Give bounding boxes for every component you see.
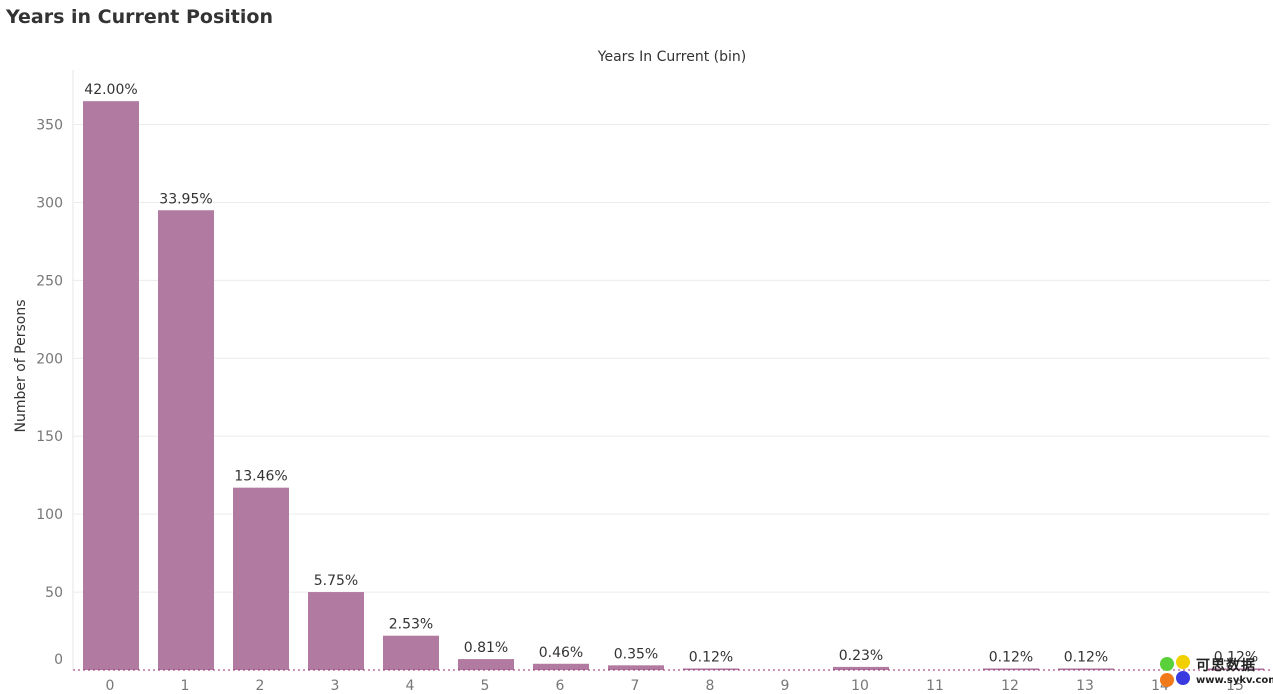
- y-axis-title: Number of Persons: [13, 300, 29, 433]
- x-axis-title: Years In Current (bin): [597, 49, 746, 65]
- x-tick-label: 1: [181, 678, 190, 694]
- bar-5: [458, 659, 514, 670]
- x-tick-label: 11: [926, 678, 944, 694]
- x-tick-label: 10: [851, 678, 869, 694]
- data-labels: 42.00% 33.95% 13.46% 5.75% 2.53% 0.81% 0.46% 0.…: [84, 82, 1258, 665]
- y-tick-labels: 0 50 100 150 200 250 300 350: [36, 118, 63, 668]
- x-tick-labels: 0 1 2 3 4 5 6 7 8 9 10 11 12 13 14 15: [106, 678, 1244, 694]
- data-label: 42.00%: [84, 82, 137, 98]
- chart-title: Years in Current Position: [6, 6, 273, 28]
- bar-2: [233, 487, 289, 670]
- bar-4: [383, 635, 439, 670]
- bar-6: [533, 663, 589, 670]
- bar-12: [983, 668, 1039, 670]
- bar-1: [158, 210, 214, 670]
- y-tick-label: 100: [36, 507, 63, 523]
- x-tick-label: 3: [331, 678, 340, 694]
- watermark-dot-orange: [1160, 673, 1174, 687]
- y-tick-label: 150: [36, 429, 63, 445]
- bar-3: [308, 592, 364, 670]
- bar-13: [1058, 668, 1114, 670]
- watermark-logo: 可思数据 www.sykv.com: [1158, 654, 1273, 690]
- x-tick-label: 15: [1226, 678, 1244, 694]
- y-tick-label: 350: [36, 118, 63, 134]
- data-label: 0.81%: [464, 640, 508, 656]
- watermark-url: www.sykv.com: [1196, 675, 1273, 686]
- bar-15: [1208, 668, 1264, 670]
- data-label: 0.12%: [1064, 649, 1108, 665]
- data-label: 0.12%: [989, 649, 1033, 665]
- x-tick-label: 13: [1076, 678, 1094, 694]
- x-tick-label: 5: [481, 678, 490, 694]
- watermark-text: 可思数据: [1196, 658, 1256, 674]
- gridlines: [73, 124, 1270, 593]
- data-label: 0.46%: [539, 645, 583, 661]
- y-tick-label: 50: [45, 585, 63, 601]
- y-tick-label: 0: [54, 652, 63, 668]
- data-label: 2.53%: [389, 617, 433, 633]
- data-label: 5.75%: [314, 573, 358, 589]
- bars: [83, 101, 1264, 671]
- bar-0: [83, 101, 139, 671]
- bar-8: [683, 668, 739, 670]
- data-label: 0.12%: [689, 649, 733, 665]
- watermark-dot-blue: [1176, 671, 1190, 685]
- x-tick-label: 4: [406, 678, 415, 694]
- x-tick-label: 12: [1001, 678, 1019, 694]
- y-tick-label: 200: [36, 351, 63, 367]
- bar-7: [608, 665, 664, 670]
- data-label: 0.23%: [839, 648, 883, 664]
- x-tick-label: 6: [556, 678, 565, 694]
- bar-10: [833, 666, 889, 670]
- y-tick-label: 300: [36, 195, 63, 211]
- x-tick-label: 0: [106, 678, 115, 694]
- x-tick-label: 7: [631, 678, 640, 694]
- x-tick-label: 8: [706, 678, 715, 694]
- x-tick-label: 9: [781, 678, 790, 694]
- data-label: 0.35%: [614, 646, 658, 662]
- data-label: 0.12%: [1214, 649, 1258, 665]
- watermark-dot-green: [1160, 657, 1174, 671]
- data-label: 13.46%: [234, 469, 287, 485]
- watermark-dot-yellow: [1176, 655, 1190, 669]
- x-tick-label: 2: [256, 678, 265, 694]
- data-label: 33.95%: [159, 191, 212, 207]
- y-tick-label: 250: [36, 273, 63, 289]
